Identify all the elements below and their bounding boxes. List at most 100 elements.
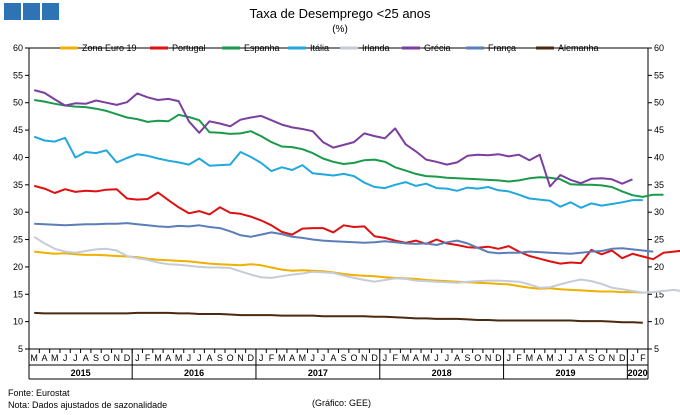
month-label: M: [175, 353, 183, 363]
source-text: Fonte: Eurostat: [8, 388, 70, 398]
month-label: J: [187, 353, 192, 363]
month-label: J: [73, 353, 78, 363]
month-label: N: [113, 353, 120, 363]
year-label: 2017: [308, 368, 328, 378]
month-label: J: [506, 353, 511, 363]
month-label: N: [485, 353, 492, 363]
y-tick-label-left: 10: [13, 317, 23, 327]
month-label: N: [237, 353, 244, 363]
month-label: O: [474, 353, 481, 363]
y-tick-label-left: 15: [13, 289, 23, 299]
month-label: A: [41, 353, 47, 363]
month-label: M: [526, 353, 534, 363]
year-label: 2015: [71, 368, 91, 378]
month-label: J: [63, 353, 68, 363]
y-tick-label-left: 20: [13, 262, 23, 272]
month-label: S: [588, 353, 594, 363]
logo-block-2: [23, 3, 40, 20]
month-label: M: [402, 353, 410, 363]
month-label: D: [371, 353, 378, 363]
month-label: M: [51, 353, 59, 363]
y-tick-label-left: 60: [13, 43, 23, 53]
month-label: N: [361, 353, 368, 363]
y-tick-label-left: 40: [13, 152, 23, 162]
year-label: 2016: [184, 368, 204, 378]
month-label: A: [207, 353, 213, 363]
month-label: A: [578, 353, 584, 363]
chart-legend: Zona Euro 19 Portugal Espanha Itália Irlanda…: [60, 43, 599, 53]
month-label: M: [278, 353, 286, 363]
series-lines: [33, 89, 680, 324]
month-label: J: [434, 353, 439, 363]
logo-block-3: [42, 3, 59, 20]
month-label: O: [103, 353, 110, 363]
series-line-alemanha: [34, 311, 643, 324]
chart-axes: [28, 47, 649, 380]
month-label: A: [330, 353, 336, 363]
y-tick-label-left: 55: [13, 70, 23, 80]
month-label: M: [154, 353, 162, 363]
month-label: J: [558, 353, 563, 363]
y-tick-label-right: 25: [654, 235, 664, 245]
y-tick-label-right: 35: [654, 180, 664, 190]
y-tick-label-right: 50: [654, 98, 664, 108]
month-label: J: [259, 353, 264, 363]
year-label: 2020: [628, 368, 648, 378]
month-label: M: [422, 353, 430, 363]
month-label: M: [546, 353, 554, 363]
series-line-irlanda: [33, 235, 680, 294]
month-label: J: [630, 353, 635, 363]
plot-frame: [28, 47, 649, 350]
legend-label: França: [488, 43, 516, 53]
month-label: F: [392, 353, 398, 363]
month-label: O: [350, 353, 357, 363]
month-label: M: [30, 353, 38, 363]
month-label: F: [516, 353, 522, 363]
month-label: S: [341, 353, 347, 363]
chart-subtitle: (%): [332, 24, 348, 35]
year-label: 2019: [555, 368, 575, 378]
y-tick-label-left: 30: [13, 207, 23, 217]
legend-label: Grécia: [424, 43, 451, 53]
month-label: A: [289, 353, 295, 363]
month-label: S: [464, 353, 470, 363]
logo-block-1: [4, 3, 21, 20]
y-tick-label-right: 40: [654, 152, 664, 162]
month-label: J: [321, 353, 326, 363]
y-tick-label-right: 60: [654, 43, 664, 53]
month-label: D: [619, 353, 626, 363]
month-label: J: [383, 353, 388, 363]
month-label: A: [165, 353, 171, 363]
month-label: F: [640, 353, 646, 363]
legend-label: Zona Euro 19: [82, 43, 137, 53]
series-line-gr-cia: [33, 89, 633, 188]
legend-label: Portugal: [172, 43, 206, 53]
series-line-fran-a: [34, 222, 654, 255]
note-text: Nota: Dados ajustados de sazonalidade: [8, 400, 168, 410]
month-label: O: [227, 353, 234, 363]
y-tick-label-right: 30: [654, 207, 664, 217]
month-label: A: [454, 353, 460, 363]
month-label: J: [197, 353, 202, 363]
month-label: A: [537, 353, 543, 363]
month-label: J: [445, 353, 450, 363]
y-tick-label-right: 20: [654, 262, 664, 272]
month-label: S: [93, 353, 99, 363]
month-label: M: [299, 353, 307, 363]
legend-label: Irlanda: [362, 43, 390, 53]
month-label: F: [269, 353, 275, 363]
y-tick-label-left: 50: [13, 98, 23, 108]
series-line-portugal: [33, 184, 680, 265]
month-label: J: [310, 353, 315, 363]
month-label: A: [83, 353, 89, 363]
month-label: A: [413, 353, 419, 363]
year-label: 2018: [432, 368, 452, 378]
y-tick-label-right: 5: [654, 344, 659, 354]
chart-title: Taxa de Desemprego <25 anos: [249, 6, 431, 21]
series-line-espanha: [34, 99, 664, 198]
month-label: J: [135, 353, 140, 363]
y-tick-label-right: 10: [654, 317, 664, 327]
y-tick-label-left: 25: [13, 235, 23, 245]
month-label: J: [568, 353, 573, 363]
